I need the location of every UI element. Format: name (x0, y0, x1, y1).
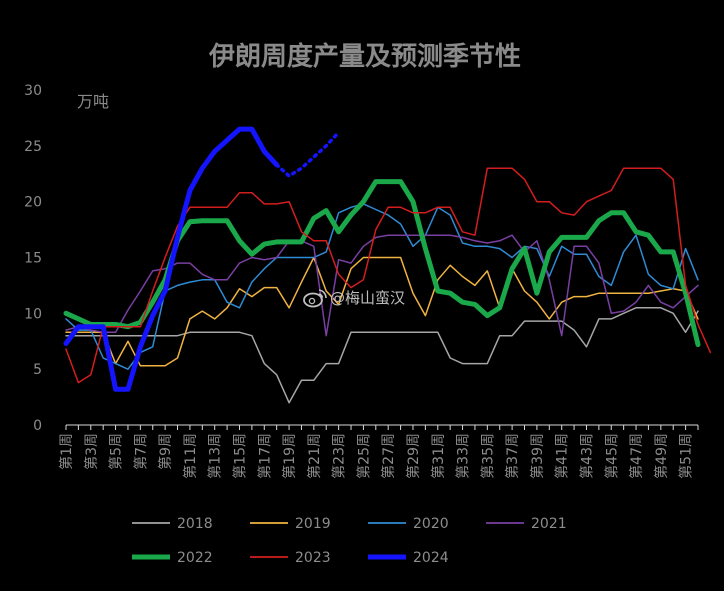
y-tick-label: 25 (24, 139, 42, 155)
x-tick-label: 第45周 (603, 433, 620, 479)
x-tick-label: 第5周 (108, 433, 125, 470)
x-tick-label: 第37周 (504, 433, 521, 479)
legend-label-2018: 2018 (177, 516, 213, 532)
weibo-logo-icon (303, 289, 327, 308)
x-tick-label: 第41周 (554, 433, 571, 479)
x-tick-label: 第35周 (479, 433, 496, 479)
series-line-2024预测 (274, 130, 341, 178)
x-tick-label: 第31周 (430, 433, 447, 479)
x-tick-label: 第23周 (331, 433, 348, 479)
x-tick-label: 第47周 (628, 433, 645, 479)
x-tick-label: 第9周 (157, 433, 174, 470)
watermark: @梅山蛮汉 (303, 289, 405, 308)
y-tick-label: 5 (33, 362, 42, 378)
x-tick-label: 第49周 (653, 433, 670, 479)
series-line-2018 (65, 307, 699, 404)
x-tick-label: 第11周 (182, 433, 199, 479)
series-line-2019 (65, 256, 699, 367)
x-tick-label: 第3周 (83, 433, 100, 470)
legend-label-2023: 2023 (295, 550, 331, 566)
legend: 2018 2019 2020 2021 2022 2023 2024 (132, 516, 567, 566)
x-tick-label: 第1周 (58, 433, 75, 470)
x-tick-label: 第43周 (578, 433, 595, 479)
x-tick-label: 第17周 (256, 433, 273, 479)
legend-label-2022: 2022 (177, 550, 213, 566)
y-tick-label: 10 (24, 306, 42, 322)
x-tick-label: 第39周 (529, 433, 546, 479)
legend-label-2019: 2019 (295, 516, 331, 532)
x-tick-label: 第27周 (380, 433, 397, 479)
watermark-text: @梅山蛮汉 (330, 289, 405, 307)
x-tick-label: 第19周 (281, 433, 298, 479)
x-axis: 第1周 第3周 第5周 第7周 第9周 第11周 第13周 第15周 第17周 第19周 第21周第… (58, 424, 699, 479)
series-lines (63, 126, 712, 404)
legend-label-2021: 2021 (531, 516, 567, 532)
x-tick-label: 第21周 (306, 433, 323, 479)
y-tick-label: 15 (24, 251, 42, 267)
unit-label: 万吨 (77, 92, 109, 111)
y-tick-label: 0 (33, 418, 42, 434)
chart-title: 伊朗周度产量及预测季节性 (208, 41, 521, 72)
series-line-2023 (65, 167, 712, 384)
series-line-2024 (63, 126, 280, 392)
x-tick-label: 第51周 (678, 433, 695, 479)
x-tick-label: 第33周 (455, 433, 472, 479)
y-tick-label: 20 (24, 195, 42, 211)
x-tick-label: 第29周 (405, 433, 422, 479)
x-tick-label: 第13周 (207, 433, 224, 479)
series-line-2020 (65, 203, 699, 370)
series-line-2022 (63, 179, 701, 348)
legend-label-2024: 2024 (413, 550, 449, 566)
x-tick-label: 第25周 (355, 433, 372, 479)
y-axis: 0 5 10 15 20 25 30 (24, 83, 42, 434)
legend-label-2020: 2020 (413, 516, 449, 532)
x-tick-label: 第7周 (132, 433, 149, 470)
x-tick-label: 第15周 (231, 433, 248, 479)
y-tick-label: 30 (24, 83, 42, 99)
